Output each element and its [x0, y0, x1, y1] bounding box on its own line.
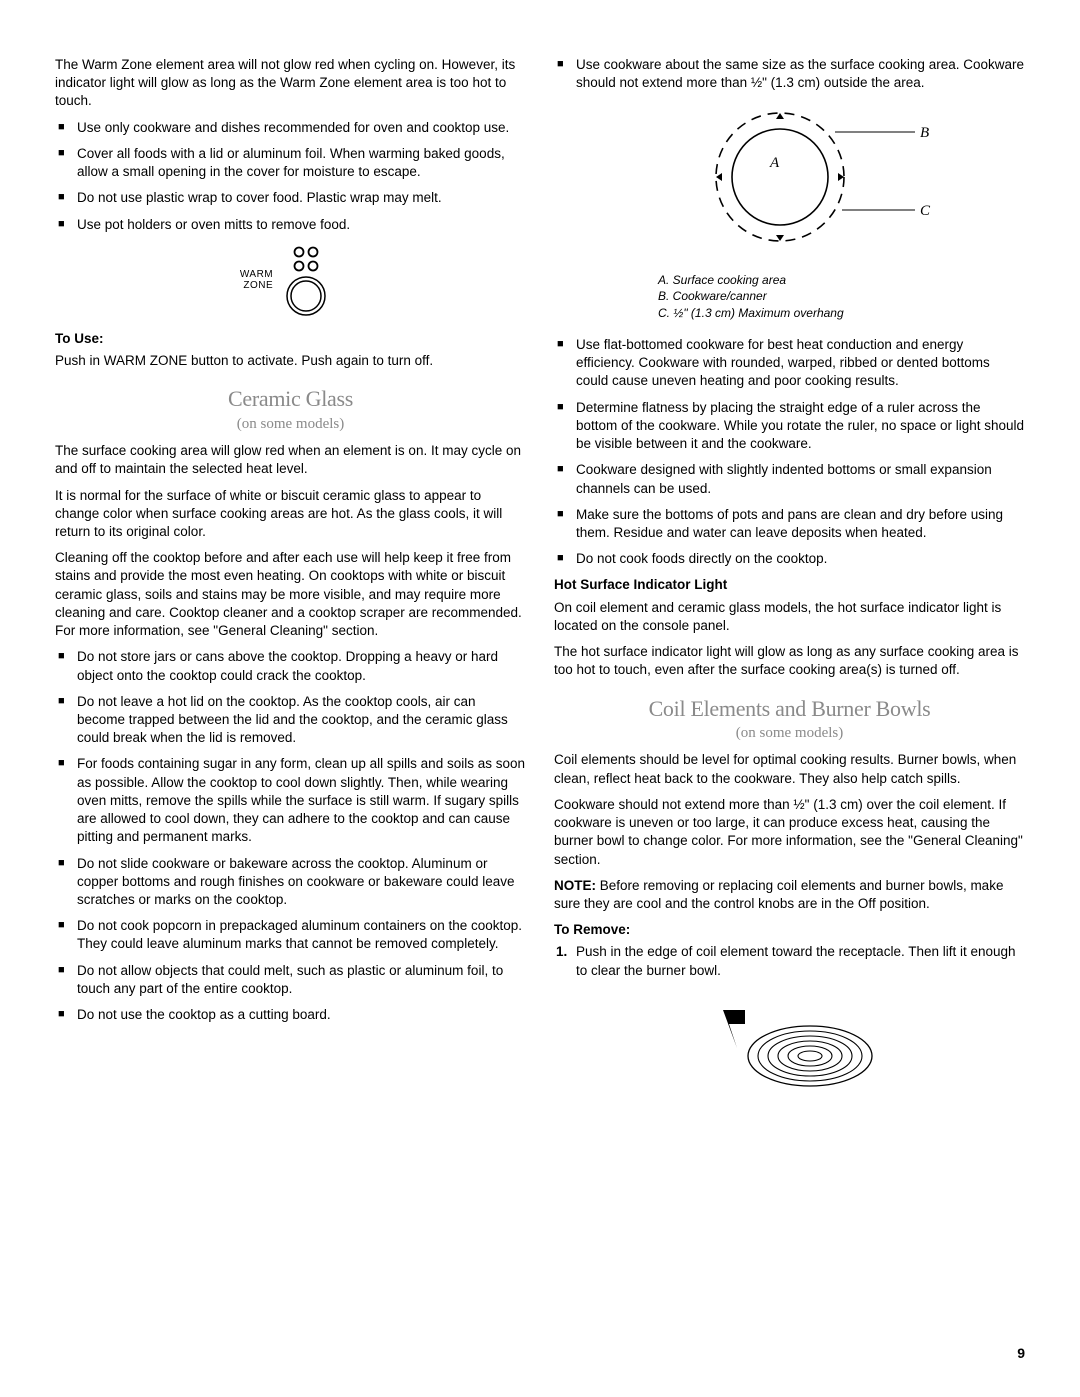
list-item: Use only cookware and dishes recommended…: [55, 119, 526, 137]
page-number: 9: [1017, 1344, 1025, 1363]
list-item: For foods containing sugar in any form, …: [55, 755, 526, 846]
legend-b: B. Cookware/canner: [658, 288, 1025, 305]
ceramic-glass-title: Ceramic Glass: [55, 384, 526, 414]
hot-surface-heading: Hot Surface Indicator Light: [554, 576, 1025, 594]
note-bold: NOTE:: [554, 878, 596, 893]
list-item: Do not use plastic wrap to cover food. P…: [55, 189, 526, 207]
overhang-diagram-icon: A B C: [630, 102, 950, 252]
note-rest: Before removing or replacing coil elemen…: [554, 878, 1003, 911]
right-column: Use cookware about the same size as the …: [554, 56, 1025, 1119]
list-item: Use pot holders or oven mitts to remove …: [55, 216, 526, 234]
ceramic-bullets: Do not store jars or cans above the cook…: [55, 648, 526, 1024]
list-item: Make sure the bottoms of pots and pans a…: [554, 506, 1025, 542]
list-item: Use cookware about the same size as the …: [554, 56, 1025, 92]
list-item: Do not store jars or cans above the cook…: [55, 648, 526, 684]
warm-zone-bullets: Use only cookware and dishes recommended…: [55, 119, 526, 234]
list-item: Do not cook foods directly on the cookto…: [554, 550, 1025, 568]
list-item: Determine flatness by placing the straig…: [554, 399, 1025, 454]
list-item: Do not allow objects that could melt, su…: [55, 962, 526, 998]
list-item: Do not cook popcorn in prepackaged alumi…: [55, 917, 526, 953]
cookware-size-bullets: Use cookware about the same size as the …: [554, 56, 1025, 92]
ceramic-p3: Cleaning off the cooktop before and afte…: [55, 549, 526, 640]
warm-label-line2: ZONE: [243, 280, 273, 291]
diagram-label-c: C: [920, 203, 931, 219]
list-item: Do not use the cooktop as a cutting boar…: [55, 1006, 526, 1024]
hot-surface-p2: The hot surface indicator light will glo…: [554, 643, 1025, 679]
diagram-legend: A. Surface cooking area B. Cookware/cann…: [658, 272, 1025, 322]
list-item: Cover all foods with a lid or aluminum f…: [55, 145, 526, 181]
ceramic-p2: It is normal for the surface of white or…: [55, 487, 526, 542]
ceramic-glass-subtitle: (on some models): [55, 414, 526, 434]
diagram-label-a: A: [769, 155, 780, 171]
coil-elements-subtitle: (on some models): [554, 723, 1025, 743]
warm-zone-figure: WARM ZONE: [55, 244, 526, 316]
legend-a: A. Surface cooking area: [658, 272, 1025, 289]
warm-zone-icon: [281, 244, 341, 316]
hot-surface-p1: On coil element and ceramic glass models…: [554, 599, 1025, 635]
to-remove-list: Push in the edge of coil element toward …: [554, 943, 1025, 979]
warm-zone-intro: The Warm Zone element area will not glow…: [55, 56, 526, 111]
list-item: Cookware designed with slightly indented…: [554, 461, 1025, 497]
list-item: Use flat-bottomed cookware for best heat…: [554, 336, 1025, 391]
warm-label-line1: WARM: [240, 269, 273, 280]
left-column: The Warm Zone element area will not glow…: [55, 56, 526, 1119]
cookware-diagram: A B C: [554, 102, 1025, 257]
list-item: Push in the edge of coil element toward …: [554, 943, 1025, 979]
diagram-label-b: B: [920, 125, 929, 141]
coil-element-icon: [695, 990, 885, 1100]
list-item: Do not slide cookware or bakeware across…: [55, 855, 526, 910]
coil-p2: Cookware should not extend more than ½" …: [554, 796, 1025, 869]
coil-note: NOTE: Before removing or replacing coil …: [554, 877, 1025, 913]
coil-elements-title: Coil Elements and Burner Bowls: [554, 694, 1025, 724]
warm-zone-label: WARM ZONE: [240, 269, 273, 291]
cookware-bullets: Use flat-bottomed cookware for best heat…: [554, 336, 1025, 568]
legend-c: C. ½" (1.3 cm) Maximum overhang: [658, 305, 1025, 322]
to-use-body: Push in WARM ZONE button to activate. Pu…: [55, 352, 526, 370]
list-item: Do not leave a hot lid on the cooktop. A…: [55, 693, 526, 748]
to-use-heading: To Use:: [55, 330, 526, 348]
coil-remove-figure: [554, 990, 1025, 1105]
coil-p1: Coil elements should be level for optima…: [554, 751, 1025, 787]
ceramic-p1: The surface cooking area will glow red w…: [55, 442, 526, 478]
to-remove-heading: To Remove:: [554, 921, 1025, 939]
